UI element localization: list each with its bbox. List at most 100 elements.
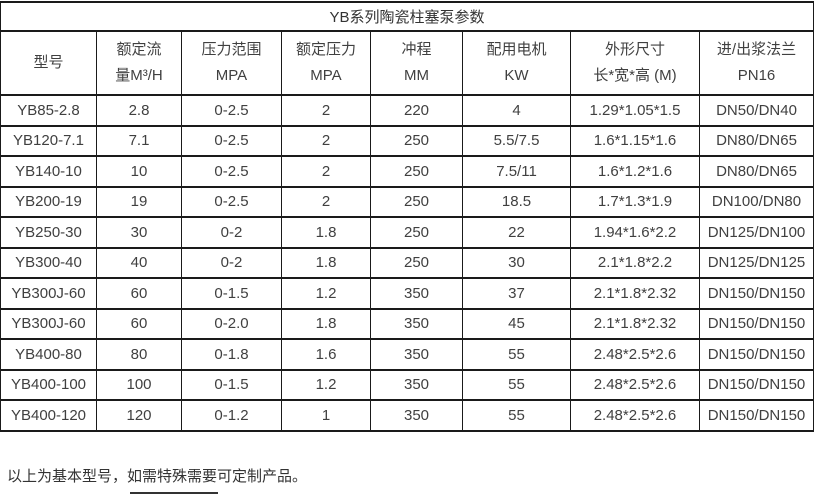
value-cell: 100	[96, 368, 182, 401]
column-header-line2: 量M³/H	[115, 67, 163, 84]
value-cell: DN150/DN150	[698, 307, 814, 340]
value-cell: 4	[462, 94, 571, 127]
value-cell: 2.8	[96, 94, 182, 127]
table-row-YB400-100: YB400-100 100 0-1.5 1.2 350 55 2.48*2.5*2.6 DN1…	[0, 368, 814, 401]
column-header-3: 额定压力 MPA	[281, 30, 371, 96]
model-cell: YB400-120	[0, 399, 97, 432]
value-cell: 45	[462, 307, 571, 340]
column-header-5: 配用电机 KW	[462, 30, 571, 96]
value-cell: 1.94*1.6*2.2	[570, 216, 700, 249]
value-cell: 0-2.5	[181, 94, 282, 127]
value-cell: DN150/DN150	[698, 338, 814, 371]
value-cell: 1.8	[281, 216, 371, 249]
column-header-line2: MPA	[215, 67, 248, 84]
value-cell: 1.2	[281, 368, 371, 401]
value-cell: 60	[96, 277, 182, 310]
value-cell: 0-1.8	[181, 338, 282, 371]
column-header-line1: 压力范围	[201, 41, 262, 58]
model-cell: YB200-19	[0, 185, 97, 218]
value-cell: 40	[96, 246, 182, 279]
value-cell: 1.8	[281, 246, 371, 279]
table-header-row: 型号 额定流 量M³/H 压力范围 MPA 额定压力 MPA 冲程 MM 配用电机 KW 外形尺寸 长*…	[0, 30, 814, 96]
column-header-line2: MM	[404, 67, 429, 84]
value-cell: 80	[96, 338, 182, 371]
column-header-1: 额定流量M³/H	[96, 30, 182, 96]
value-cell: 0-2.0	[181, 307, 282, 340]
value-cell: DN100/DN80	[698, 185, 814, 218]
value-cell: 350	[370, 368, 463, 401]
table-row-YB300J-60: YB300J-60 60 0-1.5 1.2 350 37 2.1*1.8*2.32 DN15…	[0, 277, 814, 310]
value-cell: 0-2	[181, 216, 282, 249]
model-cell: YB120-7.1	[0, 124, 97, 157]
value-cell: 2.1*1.8*2.32	[570, 307, 700, 340]
column-header-7: 进/出浆法兰 PN16	[698, 30, 814, 96]
column-header-6: 外形尺寸 长*宽*高 (M)	[570, 30, 700, 96]
value-cell: 250	[370, 246, 463, 279]
value-cell: 350	[370, 307, 463, 340]
value-cell: 2	[281, 94, 371, 127]
value-cell: DN50/DN40	[698, 94, 814, 127]
table-title: YB系列陶瓷柱塞泵参数	[0, 1, 814, 32]
table-row-YB250-30: YB250-30 30 0-2 1.8 250 22 1.94*1.6*2.2 DN125/D…	[0, 216, 814, 249]
value-cell: 10	[96, 155, 182, 188]
value-cell: 1.6	[281, 338, 371, 371]
model-cell: YB400-100	[0, 368, 97, 401]
model-cell: YB400-80	[0, 338, 97, 371]
table-row-YB300J-60: YB300J-60 60 0-2.0 1.8 350 45 2.1*1.8*2.32 DN15…	[0, 307, 814, 340]
value-cell: 1.29*1.05*1.5	[570, 94, 700, 127]
model-cell: YB250-30	[0, 216, 97, 249]
column-header-0: 型号	[0, 30, 97, 96]
column-header-line2: KW	[504, 67, 529, 84]
table-row-YB300-40: YB300-40 40 0-2 1.8 250 30 2.1*1.8*2.2 DN125/DN…	[0, 246, 814, 279]
value-cell: 30	[462, 246, 571, 279]
value-cell: 250	[370, 124, 463, 157]
value-cell: 2.48*2.5*2.6	[570, 338, 700, 371]
model-cell: YB85-2.8	[0, 94, 97, 127]
model-cell: YB300-40	[0, 246, 97, 279]
value-cell: 1.6*1.2*1.6	[570, 155, 700, 188]
value-cell: 60	[96, 307, 182, 340]
value-cell: 37	[462, 277, 571, 310]
value-cell: 55	[462, 368, 571, 401]
value-cell: 18.5	[462, 185, 571, 218]
column-header-line1: 配用电机	[486, 41, 547, 58]
value-cell: 5.5/7.5	[462, 124, 571, 157]
table-body: YB85-2.8 2.8 0-2.5 2 220 4 1.29*1.05*1.5 DN50/D…	[0, 94, 814, 432]
value-cell: 2	[281, 155, 371, 188]
pump-spec-table: YB系列陶瓷柱塞泵参数 型号 额定流 量M³/H 压力范围 MPA 额定压力 MPA 冲程 MM…	[0, 1, 814, 432]
value-cell: 0-1.5	[181, 277, 282, 310]
value-cell: 0-2.5	[181, 124, 282, 157]
table-row-YB400-80: YB400-80 80 0-1.8 1.6 350 55 2.48*2.5*2.6 DN150…	[0, 338, 814, 371]
footer-note: 以上为基本型号，如需特殊需要可定制产品。	[7, 468, 308, 485]
value-cell: 250	[370, 216, 463, 249]
value-cell: 0-2.5	[181, 185, 282, 218]
value-cell: 1.7*1.3*1.9	[570, 185, 700, 218]
table-row-YB85-2.8: YB85-2.8 2.8 0-2.5 2 220 4 1.29*1.05*1.5 DN50/D…	[0, 94, 814, 127]
column-header-line2: PN16	[737, 67, 776, 84]
value-cell: 7.1	[96, 124, 182, 157]
column-header-4: 冲程 MM	[370, 30, 463, 96]
value-cell: 250	[370, 185, 463, 218]
table-row-YB120-7.1: YB120-7.1 7.1 0-2.5 2 250 5.5/7.5 1.6*1.15*1.6…	[0, 124, 814, 157]
model-cell: YB300J-60	[0, 307, 97, 340]
column-header-line1: 进/出浆法兰	[716, 41, 797, 58]
value-cell: 0-2	[181, 246, 282, 279]
table-row-YB400-120: YB400-120 120 0-1.2 1 350 55 2.48*2.5*2.6 DN150…	[0, 399, 814, 432]
value-cell: 2.1*1.8*2.32	[570, 277, 700, 310]
column-header-line1: 额定流	[116, 41, 162, 58]
value-cell: 1.2	[281, 277, 371, 310]
value-cell: DN80/DN65	[698, 124, 814, 157]
value-cell: 2	[281, 185, 371, 218]
value-cell: 350	[370, 338, 463, 371]
column-header-line1: 冲程	[401, 41, 432, 58]
value-cell: 55	[462, 399, 571, 432]
value-cell: 19	[96, 185, 182, 218]
value-cell: 1	[281, 399, 371, 432]
value-cell: 55	[462, 338, 571, 371]
value-cell: DN150/DN150	[698, 368, 814, 401]
value-cell: 350	[370, 277, 463, 310]
value-cell: 0-1.5	[181, 368, 282, 401]
column-header-line2: MPA	[310, 67, 342, 84]
value-cell: 220	[370, 94, 463, 127]
